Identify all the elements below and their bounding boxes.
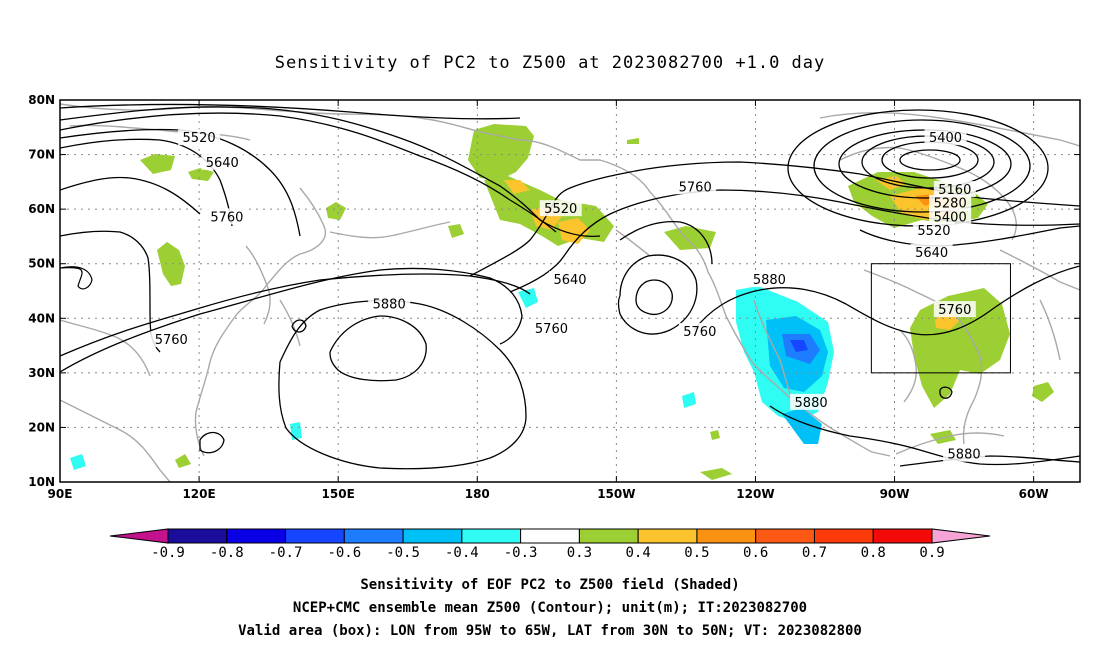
contour-label: 5280 (934, 197, 967, 212)
colorbar-level-label: 0.5 (684, 545, 709, 561)
footer-line-1: Sensitivity of EOF PC2 to Z500 field (Sh… (360, 577, 739, 593)
contour-label: 5640 (206, 156, 239, 171)
valid-area-box (870, 263, 1011, 374)
lat-tick-label: 80N (28, 93, 55, 107)
lat-tick-label: 60N (28, 202, 55, 216)
contour-labels: 5520 5640 5760 5760 5880 5520 5640 5760 5760 5760… (150, 129, 986, 463)
colorbar-level-label: -0.3 (504, 545, 538, 561)
colorbar-level-label: -0.7 (269, 545, 303, 561)
colorbar: -0.9 -0.8 -0.7 -0.6 -0.5 -0.4 -0.3 0.3 0.4 0.5 0.6… (109, 528, 991, 561)
colorbar-swatch (872, 528, 933, 544)
colorbar-swatch (226, 528, 287, 544)
lat-tick-label: 40N (28, 311, 55, 325)
contour-label: 5520 (183, 131, 216, 146)
colorbar-level-label: -0.6 (327, 545, 361, 561)
contour-label: 5640 (915, 246, 948, 261)
colorbar-level-label: -0.5 (386, 545, 420, 561)
contour-label-bg (150, 331, 193, 348)
contour-label-bg (933, 181, 976, 198)
colorbar-swatch (461, 528, 522, 544)
colorbar-swatch (813, 528, 874, 544)
contour-label: 5520 (917, 224, 950, 239)
map-title: Sensitivity of PC2 to Z500 at 2023082700… (275, 53, 826, 73)
lat-tick-label: 70N (28, 148, 55, 162)
colorbar-low-arrow (109, 528, 169, 544)
lat-tick-label: 30N (28, 366, 55, 380)
contour-label: 5760 (938, 303, 971, 318)
contour-label-bg (368, 295, 411, 312)
colorbar-swatch (578, 528, 639, 544)
contour-label: 5640 (553, 273, 586, 288)
colorbar-swatch (755, 528, 815, 544)
colorbar-level-label: 0.6 (743, 545, 768, 561)
colorbar-level-label: -0.8 (210, 545, 244, 561)
map-frame (59, 99, 1081, 483)
contour-label: 5760 (679, 180, 712, 195)
colorbar-swatch (343, 528, 404, 544)
lon-tick-label: 150W (597, 487, 635, 501)
contour-label-bg (924, 129, 967, 146)
lon-tick-label: 120W (736, 487, 774, 501)
contour-label-bg (678, 322, 721, 339)
colorbar-swatch (285, 528, 345, 544)
map-panel: 5520 5640 5760 5760 5880 5520 5640 5760 5760 5760… (28, 93, 1081, 501)
contour-label: 5760 (535, 322, 568, 337)
colorbar-level-label: -0.9 (151, 545, 185, 561)
contour-label-bg (530, 320, 573, 337)
contour-label-bg (929, 208, 972, 225)
contour-label: 5760 (210, 210, 243, 225)
colorbar-level-label: 0.9 (919, 545, 944, 561)
colorbar-level-label: 0.4 (626, 545, 651, 561)
lon-tick-label: 180 (465, 487, 490, 501)
latitude-axis: 80N 70N 60N 50N 40N 30N 20N 10N (28, 93, 1080, 489)
lon-tick-label: 60W (1019, 487, 1049, 501)
colorbar-swatch (520, 528, 580, 544)
contour-label-bg (205, 208, 248, 225)
contour-label: 5880 (795, 396, 828, 411)
lon-tick-label: 120E (182, 487, 215, 501)
lat-tick-label: 20N (28, 420, 55, 434)
colorbar-swatch (167, 528, 228, 544)
colorbar-swatch (402, 528, 463, 544)
contour-label-bg (549, 271, 591, 288)
contour-label-bg (539, 200, 582, 217)
contour-label: 5160 (938, 183, 971, 198)
lat-tick-label: 10N (28, 475, 55, 489)
contour-label: 5400 (929, 131, 962, 146)
colorbar-swatch (696, 528, 757, 544)
contour-label: 5400 (934, 210, 967, 225)
colorbar-level-label: 0.7 (802, 545, 827, 561)
contour-label-bg (790, 393, 833, 410)
contour-label-bg (910, 243, 953, 260)
contour-label-bg (929, 194, 972, 211)
lon-tick-label: 90E (48, 487, 73, 501)
footer-line-2: NCEP+CMC ensemble mean Z500 (Contour); u… (293, 600, 807, 616)
footer-line-3: Valid area (box): LON from 95W to 65W, L… (238, 623, 862, 639)
contour-label-bg (748, 271, 791, 288)
lon-tick-label: 150E (322, 487, 355, 501)
contour-label: 5520 (544, 202, 577, 217)
contour-label: 5880 (948, 448, 981, 463)
lat-tick-label: 50N (28, 257, 55, 271)
contour-label: 5760 (155, 333, 188, 348)
colorbar-level-label: -0.4 (445, 545, 479, 561)
longitude-axis: 90E 120E 150E 180 150W 120W 90W 60W (48, 100, 1049, 501)
colorbar-high-arrow (931, 528, 991, 544)
contour-label: 5880 (373, 298, 406, 313)
colorbar-level-label: 0.3 (567, 545, 592, 561)
contour-label-bg (178, 129, 221, 146)
lon-tick-label: 90W (880, 487, 910, 501)
contour-label: 5880 (753, 273, 786, 288)
contour-label-bg (943, 445, 986, 462)
contour-label-bg (201, 153, 244, 170)
contour-label-bg (933, 301, 976, 318)
contour-label: 5760 (683, 325, 716, 340)
contour-label-bg (912, 221, 955, 238)
contour-label-bg (674, 178, 717, 195)
colorbar-swatch (637, 528, 698, 544)
colorbar-level-label: 0.8 (861, 545, 886, 561)
